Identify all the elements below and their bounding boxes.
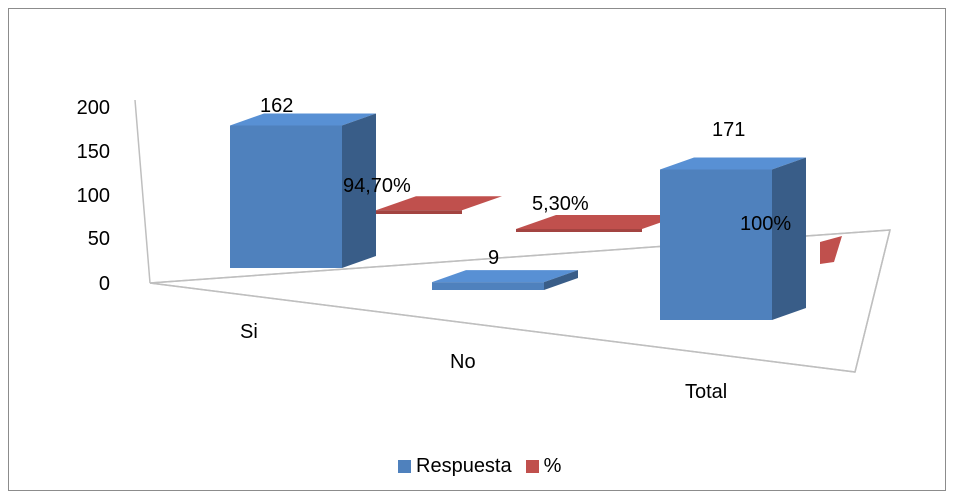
bar-front-face <box>376 210 462 214</box>
legend-swatch-respuesta <box>398 460 411 473</box>
x-category-label: Si <box>240 321 258 343</box>
bar-percent-total <box>820 236 842 264</box>
data-label-percent: 94,70% <box>343 175 411 197</box>
bar-percent-no <box>516 215 682 232</box>
bar-front-face <box>820 236 842 264</box>
chart-back-wall-edge <box>134 99 151 284</box>
y-tick-label: 0 <box>99 273 110 295</box>
bar-front-face <box>660 169 772 320</box>
bar-respuesta-no <box>432 270 578 290</box>
bar-top-face <box>230 113 376 126</box>
bar-front-face <box>230 125 342 268</box>
bar-top-face <box>376 196 502 211</box>
legend-swatch-percent <box>525 460 539 473</box>
bar-respuesta-total <box>660 157 806 320</box>
y-tick-label: 100 <box>77 185 110 207</box>
legend: Respuesta % <box>398 455 575 478</box>
x-category-label: Total <box>685 381 727 403</box>
data-label-respuesta: 162 <box>260 95 293 117</box>
bar-side-face <box>544 270 578 290</box>
bar-front-face <box>432 282 544 290</box>
bar-side-face <box>342 113 376 268</box>
bar-front-face <box>516 229 642 232</box>
bar-percent-si <box>376 196 502 214</box>
data-label-percent: 100% <box>740 213 791 235</box>
bar-top-face <box>432 270 578 283</box>
data-label-percent: 5,30% <box>532 193 589 215</box>
legend-item-percent: % <box>525 455 562 478</box>
bar-side-face <box>772 157 806 320</box>
floor-right-edge <box>854 229 891 373</box>
y-tick-label: 150 <box>77 141 110 163</box>
floor-front-edge <box>149 282 856 373</box>
legend-item-respuesta: Respuesta <box>398 455 512 478</box>
data-label-respuesta: 9 <box>488 247 499 269</box>
y-tick-label: 50 <box>88 228 110 250</box>
legend-label-percent: % <box>543 455 562 477</box>
bar-respuesta-si <box>230 113 376 268</box>
y-tick-label: 200 <box>77 97 110 119</box>
bar-top-face <box>660 157 806 170</box>
x-category-label: No <box>450 351 476 373</box>
bar-top-face <box>516 215 682 229</box>
legend-label-respuesta: Respuesta <box>416 455 512 477</box>
data-label-respuesta: 171 <box>712 119 745 141</box>
